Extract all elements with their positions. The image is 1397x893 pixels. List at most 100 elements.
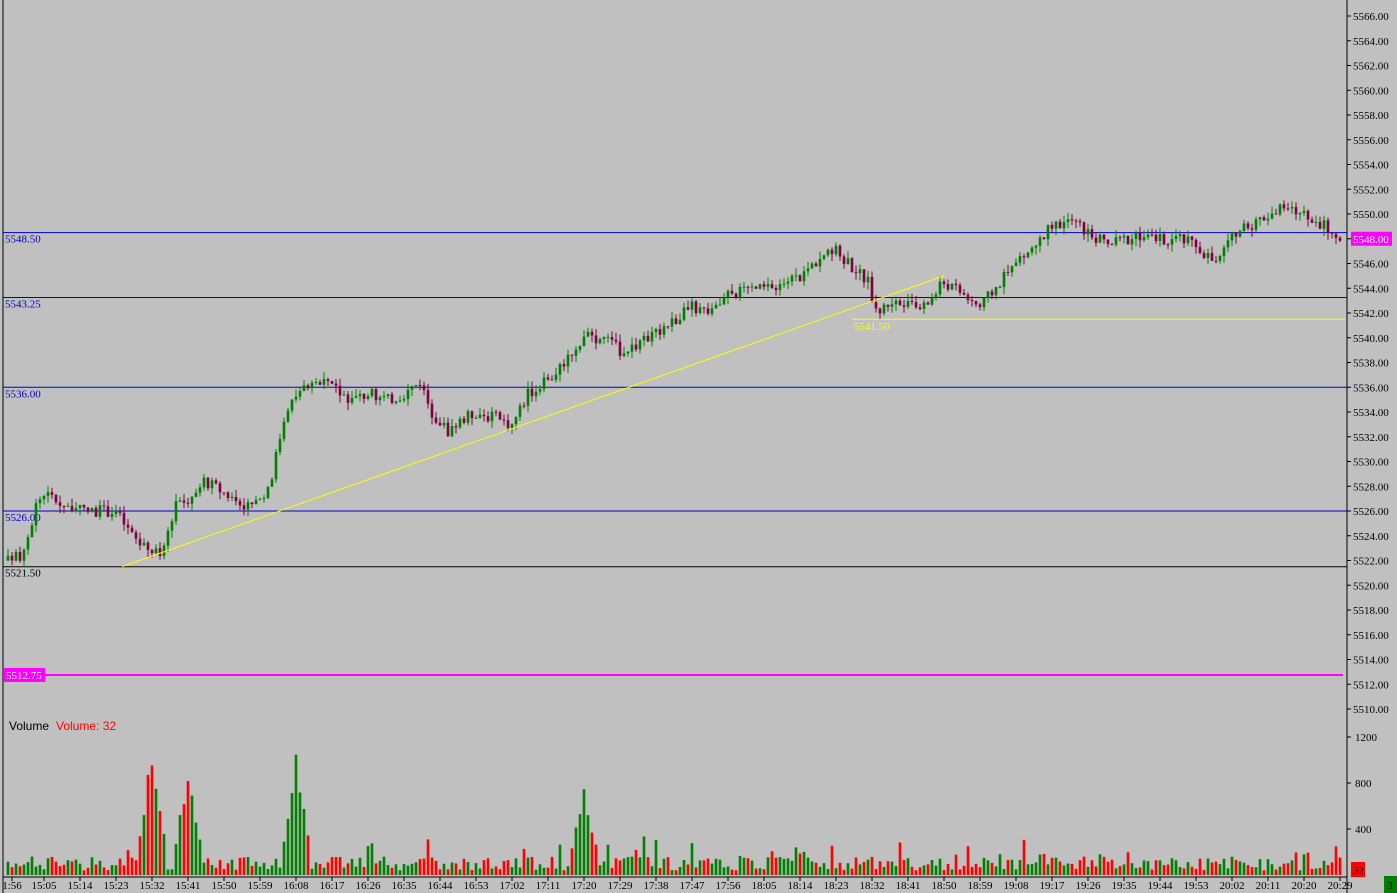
volume-bar — [74, 859, 78, 875]
candle-body — [234, 496, 238, 501]
candle-body — [322, 379, 326, 385]
volume-bar — [1262, 870, 1266, 875]
price-tick-label: 5552.00 — [1353, 184, 1389, 196]
volume-bar — [194, 822, 198, 875]
candle-body — [790, 275, 794, 282]
volume-bar — [946, 863, 950, 875]
volume-bar — [902, 859, 906, 875]
volume-bar — [602, 861, 606, 875]
volume-header: Volume Volume: 32 — [9, 719, 116, 733]
candle-body — [866, 276, 870, 283]
corner-badge: 3 — [1384, 876, 1397, 893]
volume-bar — [1138, 867, 1142, 875]
volume-bar — [654, 840, 658, 875]
volume-bar — [798, 853, 802, 875]
volume-bar — [634, 849, 638, 875]
volume-bar — [1190, 866, 1194, 875]
candle-body — [50, 492, 54, 495]
candle-body — [734, 293, 738, 298]
candle-body — [166, 530, 170, 546]
candle-body — [1294, 207, 1298, 215]
volume-bar — [494, 866, 498, 875]
volume-bar — [1238, 861, 1242, 875]
volume-bar — [34, 866, 38, 875]
volume-bar — [1282, 863, 1286, 875]
candle-body — [494, 411, 498, 413]
time-tick-label: 17:56 — [715, 880, 741, 892]
volume-bar — [318, 863, 322, 875]
time-tick-label: 18:14 — [787, 880, 813, 892]
candle-body — [82, 504, 86, 508]
volume-bar — [102, 867, 106, 875]
candle-body — [1258, 217, 1262, 220]
candle-body — [318, 382, 322, 385]
time-tick-label: 18:50 — [931, 880, 957, 892]
candle-body — [62, 505, 66, 507]
volume-bar — [46, 858, 50, 875]
volume-bar — [466, 862, 470, 875]
candle-body — [278, 439, 282, 453]
candle-body — [538, 389, 542, 392]
candle-body — [922, 302, 926, 309]
volume-bar — [762, 869, 766, 875]
candle-body — [210, 480, 214, 489]
volume-bar — [354, 866, 358, 875]
volume-bar — [454, 863, 458, 875]
candle-body — [1126, 235, 1130, 245]
candle-body — [202, 477, 206, 488]
volume-bar — [590, 832, 594, 875]
level-label: 5536.00 — [5, 388, 41, 400]
candle-body — [1138, 232, 1142, 241]
volume-bar — [230, 859, 234, 875]
support-label: 5541.50 — [854, 321, 890, 333]
price-tick-label: 5544.00 — [1353, 283, 1389, 295]
price-tick-label: 5522.00 — [1353, 556, 1389, 568]
corner-badge-text: 3 — [1387, 880, 1393, 892]
time-tick-label: 16:35 — [391, 880, 417, 892]
candle-body — [962, 292, 966, 295]
candle-body — [970, 300, 974, 302]
volume-bar — [934, 865, 938, 875]
trend-line-layer: 5541.50 — [121, 275, 1345, 568]
candle-body — [566, 354, 570, 367]
volume-bar — [1082, 856, 1086, 875]
volume-bar — [1122, 864, 1126, 875]
candle-body — [642, 335, 646, 341]
volume-bar — [462, 858, 466, 875]
volume-bar — [1194, 868, 1198, 875]
volume-bar — [810, 861, 814, 875]
candle-body — [1302, 210, 1306, 213]
volume-bar — [1066, 863, 1070, 875]
candle-body — [1038, 237, 1042, 246]
candle-body — [1270, 213, 1274, 219]
volume-bar — [1130, 863, 1134, 875]
candle-body — [982, 297, 986, 308]
candle-body — [302, 385, 306, 392]
volume-bar — [154, 788, 158, 875]
volume-bar — [1010, 859, 1014, 875]
candle-body — [1298, 212, 1302, 215]
candle-body — [358, 393, 362, 397]
candle-body — [274, 452, 278, 480]
candle-body — [222, 492, 226, 494]
candle-body — [510, 424, 514, 428]
time-tick-label: 17:29 — [607, 880, 633, 892]
time-tick-label: 20:02 — [1219, 880, 1244, 892]
candle-body — [1278, 204, 1282, 215]
volume-bar — [334, 857, 338, 875]
volume-bar — [578, 814, 582, 875]
candle-body — [1274, 213, 1278, 215]
candle-body — [1010, 266, 1014, 273]
volume-bar — [1166, 864, 1170, 875]
candle-body — [810, 263, 814, 269]
volume-bar — [246, 857, 250, 875]
time-tick-label: 19:08 — [1003, 880, 1029, 892]
volume-bar — [1226, 868, 1230, 875]
volume-bar — [218, 859, 222, 875]
horizontal-levels: 5548.50 5543.25 5536.00 5526.00 5521.50 5512.… — [3, 231, 1392, 682]
candle-body — [1162, 234, 1166, 245]
candle-body — [878, 308, 882, 314]
volume-bar — [1086, 866, 1090, 875]
volume-bar — [1078, 860, 1082, 875]
candle-body — [90, 508, 94, 512]
